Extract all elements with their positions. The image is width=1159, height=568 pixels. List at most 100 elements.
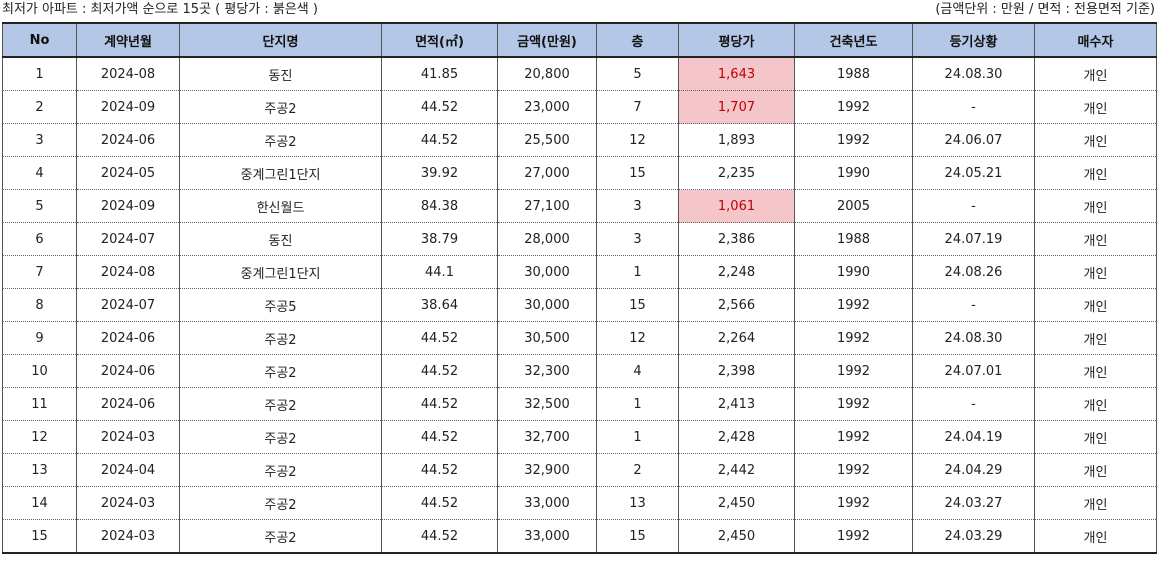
cell-area: 44.1: [381, 255, 498, 289]
cell-floor: 15: [596, 288, 679, 322]
cell-built-year: 2005: [794, 189, 913, 223]
cell-built-year: 1992: [794, 354, 913, 388]
cell-contract-month: 2024-07: [76, 222, 180, 256]
cell-area: 44.52: [381, 420, 498, 454]
cell-complex: 주공2: [179, 90, 382, 124]
cell-built-year: 1990: [794, 255, 913, 289]
cell-registry: 24.07.01: [912, 354, 1035, 388]
cell-price: 30,000: [497, 255, 597, 289]
cell-buyer: 개인: [1034, 57, 1157, 91]
cell-floor: 2: [596, 453, 679, 487]
cell-price: 25,500: [497, 123, 597, 157]
cell-price-per-pyeong: 2,442: [678, 453, 795, 487]
cell-registry: 24.05.21: [912, 156, 1035, 190]
cell-built-year: 1992: [794, 519, 913, 554]
column-header-price: 금액(만원): [497, 22, 597, 58]
table-row: 1 2024-08 동진 41.85 20,800 5 1,643 1988 24.08.30 개…: [2, 57, 1157, 91]
apartment-table: No 계약년월 단지명 면적(㎡) 금액(만원) 층 평당가 건축년도 등기상황…: [2, 22, 1157, 554]
cell-price: 32,300: [497, 354, 597, 388]
table-row: 6 2024-07 동진 38.79 28,000 3 2,386 1988 24.07.19 개…: [2, 222, 1157, 256]
cell-complex: 주공2: [179, 486, 382, 520]
cell-complex: 중계그린1단지: [179, 255, 382, 289]
cell-no: 3: [2, 123, 77, 157]
cell-price: 30,500: [497, 321, 597, 355]
cell-built-year: 1988: [794, 222, 913, 256]
cell-contract-month: 2024-06: [76, 387, 180, 421]
cell-built-year: 1992: [794, 123, 913, 157]
cell-price: 32,900: [497, 453, 597, 487]
cell-buyer: 개인: [1034, 189, 1157, 223]
cell-registry: 24.08.30: [912, 57, 1035, 91]
cell-registry: -: [912, 189, 1035, 223]
cell-floor: 12: [596, 321, 679, 355]
cell-registry: 24.07.19: [912, 222, 1035, 256]
cell-floor: 15: [596, 519, 679, 554]
cell-contract-month: 2024-09: [76, 90, 180, 124]
cell-no: 4: [2, 156, 77, 190]
cell-complex: 중계그린1단지: [179, 156, 382, 190]
cell-area: 39.92: [381, 156, 498, 190]
cell-buyer: 개인: [1034, 519, 1157, 554]
caption-row: 최저가 아파트 : 최저가액 순으로 15곳 ( 평당가 : 붉은색 ) (금액…: [0, 0, 1159, 22]
cell-floor: 12: [596, 123, 679, 157]
cell-built-year: 1992: [794, 453, 913, 487]
cell-buyer: 개인: [1034, 156, 1157, 190]
cell-built-year: 1990: [794, 156, 913, 190]
cell-contract-month: 2024-03: [76, 486, 180, 520]
cell-price-per-pyeong: 1,643: [678, 57, 795, 91]
column-header-complex: 단지명: [179, 22, 382, 58]
table-row: 13 2024-04 주공2 44.52 32,900 2 2,442 1992 24.04.2…: [2, 453, 1157, 487]
cell-registry: -: [912, 387, 1035, 421]
cell-buyer: 개인: [1034, 222, 1157, 256]
column-header-registry: 등기상황: [912, 22, 1035, 58]
cell-area: 44.52: [381, 453, 498, 487]
cell-buyer: 개인: [1034, 321, 1157, 355]
table-row: 9 2024-06 주공2 44.52 30,500 12 2,264 1992 24.08.3…: [2, 321, 1157, 355]
cell-area: 84.38: [381, 189, 498, 223]
cell-contract-month: 2024-06: [76, 354, 180, 388]
cell-no: 15: [2, 519, 77, 554]
table-caption: 최저가 아파트 : 최저가액 순으로 15곳 ( 평당가 : 붉은색 ): [2, 2, 318, 17]
cell-complex: 주공2: [179, 354, 382, 388]
cell-price-per-pyeong: 2,566: [678, 288, 795, 322]
cell-no: 8: [2, 288, 77, 322]
cell-price: 27,100: [497, 189, 597, 223]
column-header-floor: 층: [596, 22, 679, 58]
column-header-contract-month: 계약년월: [76, 22, 180, 58]
cell-area: 38.79: [381, 222, 498, 256]
cell-buyer: 개인: [1034, 354, 1157, 388]
cell-registry: 24.03.29: [912, 519, 1035, 554]
cell-contract-month: 2024-07: [76, 288, 180, 322]
cell-complex: 동진: [179, 57, 382, 91]
cell-price-per-pyeong: 1,061: [678, 189, 795, 223]
table-row: 12 2024-03 주공2 44.52 32,700 1 2,428 1992 24.04.1…: [2, 420, 1157, 454]
cell-no: 1: [2, 57, 77, 91]
cell-floor: 5: [596, 57, 679, 91]
cell-price: 33,000: [497, 519, 597, 554]
column-header-built-year: 건축년도: [794, 22, 913, 58]
cell-no: 9: [2, 321, 77, 355]
cell-price: 33,000: [497, 486, 597, 520]
cell-built-year: 1992: [794, 420, 913, 454]
table-row: 15 2024-03 주공2 44.52 33,000 15 2,450 1992 24.03.…: [2, 519, 1157, 554]
cell-contract-month: 2024-08: [76, 255, 180, 289]
cell-floor: 1: [596, 387, 679, 421]
table-row: 11 2024-06 주공2 44.52 32,500 1 2,413 1992- 개인: [2, 387, 1157, 421]
cell-price-per-pyeong: 1,707: [678, 90, 795, 124]
column-header-price-per-pyeong: 평당가: [678, 22, 795, 58]
cell-area: 44.52: [381, 321, 498, 355]
cell-area: 44.52: [381, 123, 498, 157]
cell-area: 44.52: [381, 387, 498, 421]
cell-floor: 3: [596, 189, 679, 223]
cell-complex: 주공2: [179, 321, 382, 355]
cell-price: 32,500: [497, 387, 597, 421]
cell-registry: 24.08.26: [912, 255, 1035, 289]
cell-price: 32,700: [497, 420, 597, 454]
units-note: (금액단위 : 만원 / 면적 : 전용면적 기준): [935, 2, 1155, 17]
cell-area: 44.52: [381, 90, 498, 124]
cell-built-year: 1992: [794, 321, 913, 355]
cell-price: 20,800: [497, 57, 597, 91]
cell-contract-month: 2024-06: [76, 123, 180, 157]
cell-contract-month: 2024-09: [76, 189, 180, 223]
table-row: 10 2024-06 주공2 44.52 32,300 4 2,398 1992 24.07.0…: [2, 354, 1157, 388]
